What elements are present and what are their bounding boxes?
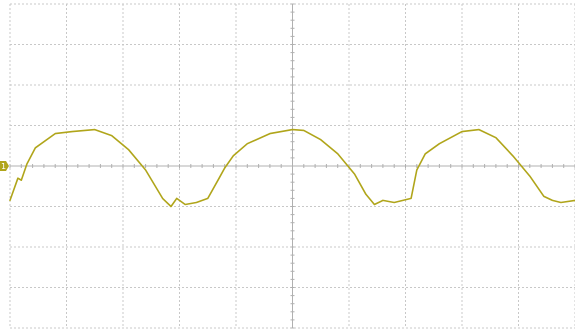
waveform-line — [9, 128, 575, 208]
channel-marker-arrow — [0, 161, 9, 171]
channel-marker-label: 1 — [1, 162, 6, 171]
graticule — [9, 3, 575, 329]
channel-1-ground-marker: 1 — [0, 161, 9, 171]
waveform-trace — [9, 128, 575, 208]
